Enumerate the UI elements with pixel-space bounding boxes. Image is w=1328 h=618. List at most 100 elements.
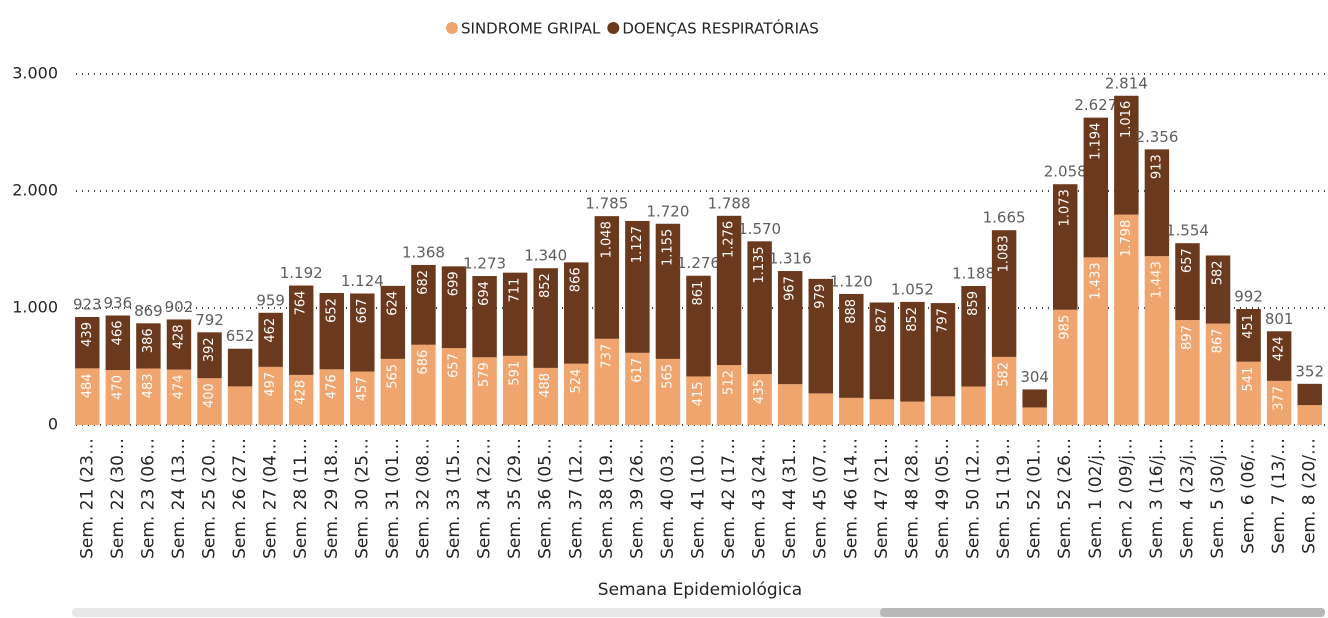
bar-segment [625,352,650,425]
total-label: 304 [1020,368,1049,386]
bar-segment [564,262,589,364]
data-label: 591 [508,361,523,386]
bar-segment [105,315,131,371]
x-tick-label: Sem. 41 (10… [689,438,709,559]
data-label: 797 [935,308,950,333]
data-label: 1.073 [1058,189,1073,226]
bar-segment [1022,389,1047,408]
data-label: 861 [691,281,706,306]
x-tick-label: Sem. 49 (05… [933,438,953,559]
bar-segment [686,275,711,377]
data-label: 852 [538,273,553,298]
y-tick-label: 3.000 [12,64,58,83]
data-label: 497 [263,372,278,397]
x-tick-label: Sem. 48 (28… [902,438,922,559]
data-label: 565 [660,364,675,389]
data-label: 985 [1058,315,1073,340]
bar-segment [1266,380,1292,425]
bar-segment [288,374,314,425]
bar-segment [1205,323,1231,425]
y-tick-label: 1.000 [12,298,58,317]
data-label: 1.048 [599,221,614,258]
bar-segment [747,374,772,425]
data-label: 686 [416,350,431,375]
data-label: 1.194 [1088,123,1103,160]
data-label: 657 [447,353,462,378]
bar-segment [808,278,833,394]
x-tick-label: Sem. 30 (25… [352,438,372,559]
bar-segment [533,268,558,368]
total-label: 1.788 [708,194,751,212]
bar-segment [777,271,803,385]
bar-segment [166,319,192,370]
data-label: 435 [752,379,767,404]
data-label: 764 [294,291,309,316]
data-label: 483 [141,373,156,398]
data-label: 451 [1241,314,1256,339]
bar-segment [1053,309,1078,425]
data-label: 1.433 [1088,262,1103,299]
data-label: 694 [477,281,492,306]
bar-segment [930,303,956,397]
total-label: 902 [165,298,194,316]
bar-segment [441,266,467,349]
total-label: 801 [1265,310,1294,328]
bar-segment [136,323,161,369]
bar-segment [1297,405,1322,425]
data-label: 582 [1211,260,1226,285]
bar-segment [594,216,620,339]
total-label: 1.120 [830,272,873,290]
bar-segment [75,317,100,369]
bar-segment [472,357,497,425]
data-label: 582 [997,362,1012,387]
bar-segment [227,386,253,425]
total-label: 352 [1295,362,1324,380]
data-label: 652 [324,298,339,323]
total-label: 1.340 [524,247,567,265]
data-label: 682 [416,270,431,295]
data-label: 579 [477,362,492,387]
data-label: 424 [1272,336,1287,361]
bar-segment [716,215,742,366]
data-label: 428 [171,324,186,349]
x-tick-label: Sem. 5 (30/j… [1208,438,1228,559]
total-label: 2.814 [1105,74,1148,92]
x-tick-label: Sem. 44 (31… [780,438,800,559]
x-tick-label: Sem. 4 (23/j… [1177,438,1197,559]
x-tick-label: Sem. 26 (27… [230,438,250,559]
scrollbar-thumb[interactable] [880,608,1325,617]
bar-segment [716,365,742,425]
data-label: 1.127 [630,226,645,263]
total-label: 959 [256,291,285,309]
x-tick-label: Sem. 6 (06/… [1239,438,1259,554]
x-tick-label: Sem. 3 (16/j… [1147,438,1167,559]
x-tick-label: Sem. 45 (07… [811,438,831,559]
total-label: 923 [73,296,102,314]
total-label: 1.276 [677,254,720,272]
data-label: 565 [385,364,400,389]
data-label: 624 [385,291,400,316]
bar-segment [1236,308,1261,362]
x-tick-label: Sem. 8 (20/… [1300,438,1320,554]
bar-segment [1114,214,1139,425]
total-label: 1.554 [1166,222,1209,240]
bar-segment [869,302,895,400]
x-tick-label: Sem. 27 (04… [261,438,281,559]
bar-segment [961,286,986,387]
bar-segment [655,223,681,359]
bar-segment [1144,149,1170,257]
x-tick-label: Sem. 50 (12… [964,438,984,559]
x-tick-label: Sem. 52 (26… [1055,438,1075,559]
data-label: 524 [569,369,584,394]
x-tick-label: Sem. 21 (23… [77,438,97,559]
total-label: 1.188 [952,265,995,283]
data-label: 711 [508,278,523,303]
data-label: 484 [80,373,95,398]
x-tick-label: Sem. 47 (21… [872,438,892,559]
x-tick-label: Sem. 39 (26… [627,438,647,559]
bar-segment [227,348,253,387]
data-label: 1.155 [660,229,675,266]
bar-segment [655,358,681,425]
data-label: 866 [569,267,584,292]
